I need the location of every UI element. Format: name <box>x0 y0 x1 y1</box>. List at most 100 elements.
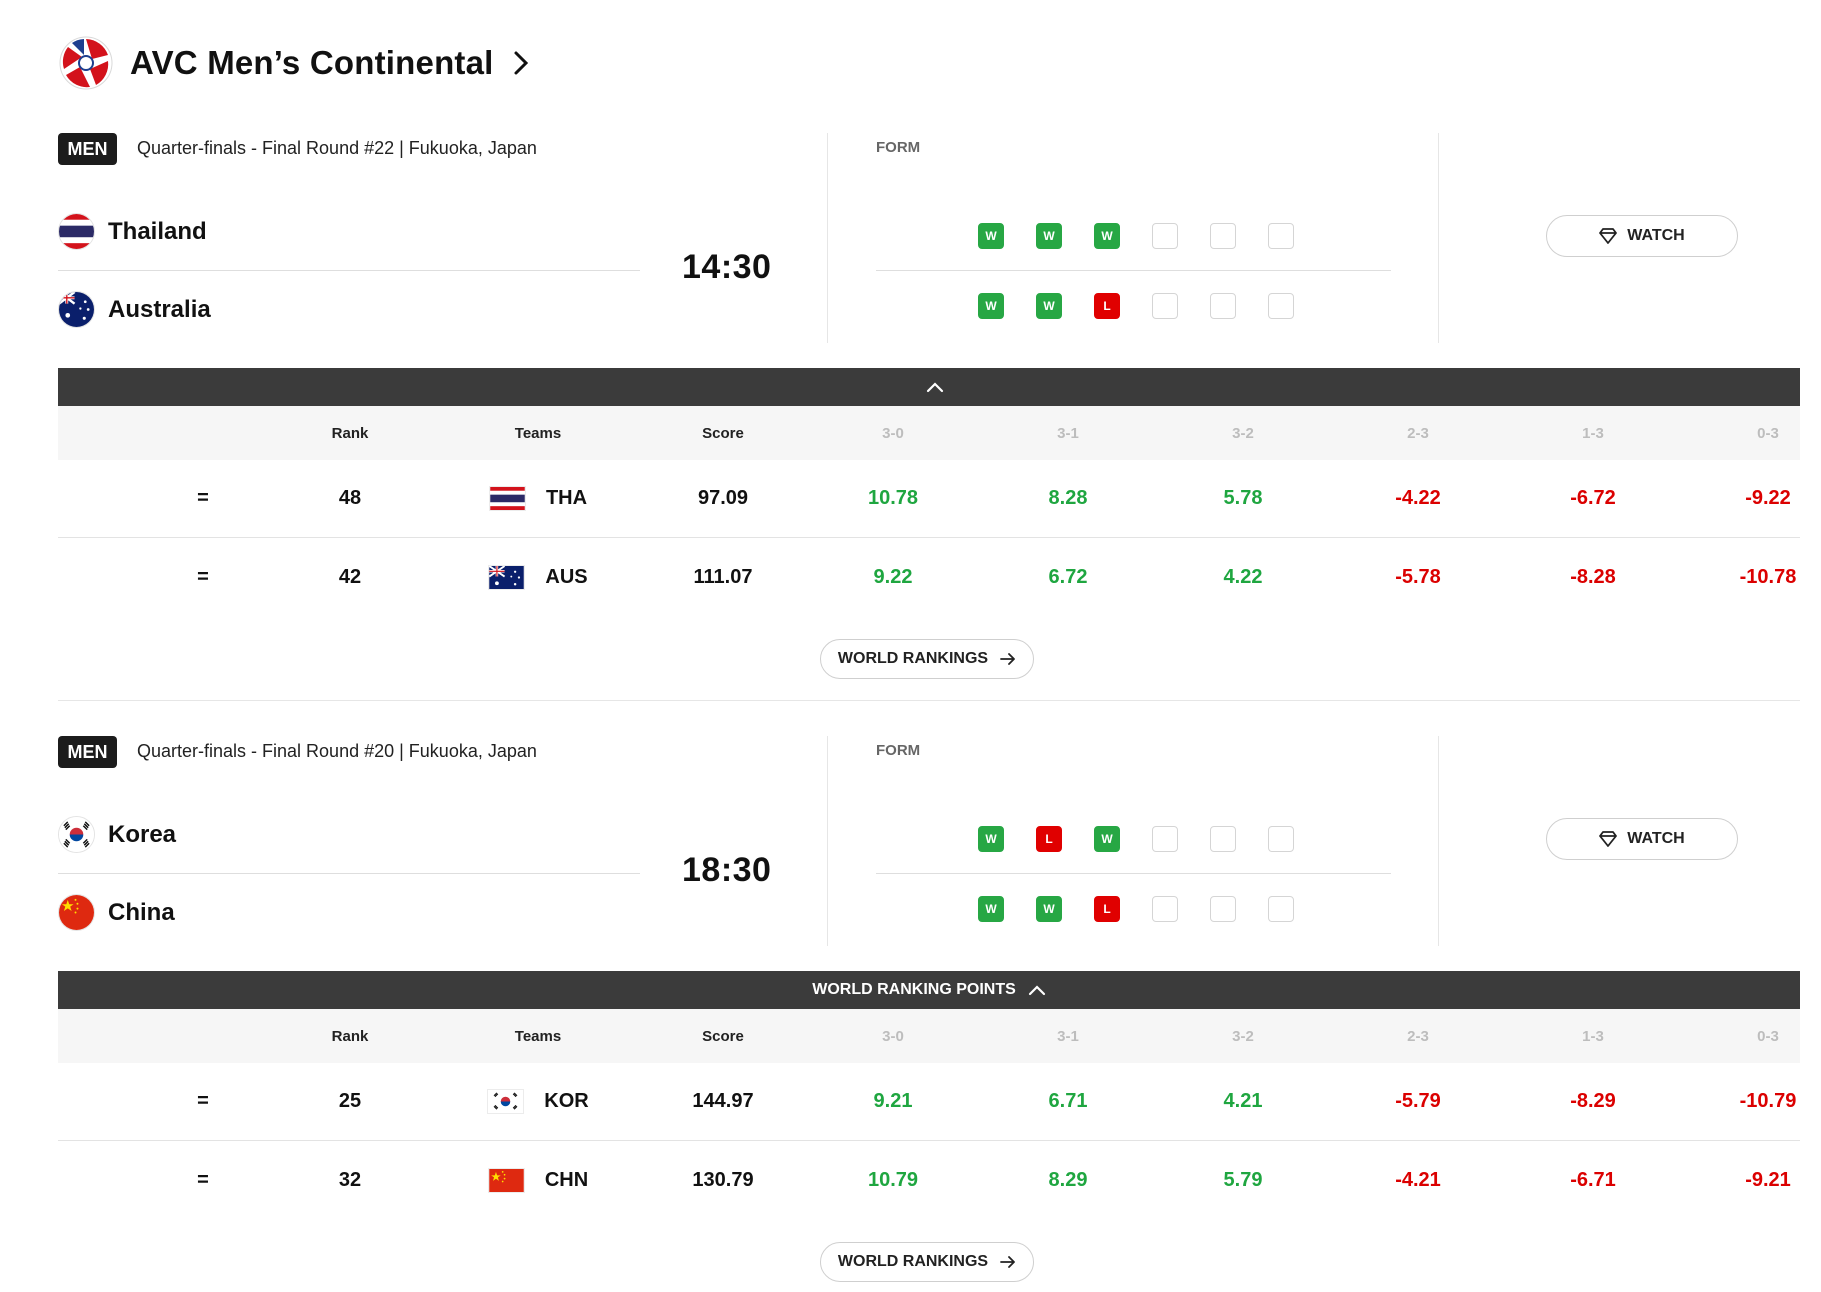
team-name: Thailand <box>108 217 207 245</box>
thailand-flag-icon <box>488 486 526 511</box>
rank-value: 25 <box>338 1090 362 1112</box>
divider <box>1438 736 1439 946</box>
form-row-away: W W L <box>978 293 1294 319</box>
form-result: W <box>1094 826 1120 852</box>
points-value: 4.21 <box>1223 1090 1263 1112</box>
table-header: Rank Teams Score 3-0 3-1 3-2 2-3 1-3 0-3 <box>58 1009 1800 1063</box>
team-code: KOR <box>544 1090 589 1112</box>
points-value: 8.28 <box>1048 487 1088 509</box>
divider <box>58 270 640 271</box>
watch-button[interactable]: WATCH <box>1546 818 1738 860</box>
world-rankings-button[interactable]: WORLD RANKINGS <box>820 639 1034 679</box>
match-round: Quarter-finals - Final Round #22 | Fukuo… <box>137 138 537 158</box>
col-result: 0-3 <box>1757 1027 1779 1045</box>
score-value: 111.07 <box>693 565 753 588</box>
competition-title: AVC Men’s Continental <box>130 44 494 81</box>
watch-button[interactable]: WATCH <box>1546 215 1738 257</box>
world-rankings-button[interactable]: WORLD RANKINGS <box>820 1242 1034 1282</box>
col-score: Score <box>702 1027 744 1045</box>
col-result: 2-3 <box>1407 1027 1429 1045</box>
points-value: -5.78 <box>1395 565 1441 588</box>
points-value: -9.21 <box>1745 1168 1791 1191</box>
score-value: 97.09 <box>697 487 749 509</box>
ranking-points-toggle[interactable]: WORLD RANKING POINTS <box>58 971 1800 1009</box>
col-result: 3-1 <box>1057 1027 1079 1045</box>
team-code: CHN <box>544 1168 589 1191</box>
table-row: = 48 THA 97.09 10.78 8.28 5.78 -4.22 -6.… <box>58 460 1800 538</box>
world-rankings-label: WORLD RANKINGS <box>837 650 989 667</box>
form-result: W <box>1036 223 1062 249</box>
points-value: 4.22 <box>1223 565 1263 588</box>
ranking-points-toggle[interactable] <box>58 368 1800 406</box>
trend-equal-icon: = <box>197 1090 209 1112</box>
points-value: -8.29 <box>1570 1090 1616 1112</box>
world-rankings-label: WORLD RANKINGS <box>837 1253 989 1270</box>
table-row: = 42 AUS 111.07 9.22 6.72 <box>58 538 1800 616</box>
form-result <box>1268 293 1294 319</box>
form-row-away: W W L <box>978 896 1294 922</box>
team-home[interactable]: Thailand <box>58 213 207 250</box>
divider <box>1438 133 1439 343</box>
form-result <box>1152 826 1178 852</box>
form-result <box>1210 293 1236 319</box>
col-result: 1-3 <box>1582 424 1604 442</box>
points-value: -10.78 <box>1739 565 1797 588</box>
trend-equal-icon: = <box>197 487 209 509</box>
points-value: -6.72 <box>1570 487 1616 509</box>
team-name: China <box>108 898 175 926</box>
team-home[interactable]: Korea <box>58 816 176 853</box>
points-value: -8.28 <box>1570 565 1616 588</box>
rank-value: 32 <box>338 1168 362 1191</box>
col-rank: Rank <box>331 424 369 442</box>
australia-flag-icon <box>488 564 526 590</box>
points-value: -4.21 <box>1395 1168 1441 1191</box>
points-value: 9.22 <box>873 565 913 588</box>
points-value: 8.29 <box>1048 1168 1088 1191</box>
points-value: 9.21 <box>873 1090 913 1112</box>
form-result: L <box>1094 293 1120 319</box>
divider <box>58 873 640 874</box>
form-result: L <box>1094 896 1120 922</box>
form-result: W <box>1036 896 1062 922</box>
team-away[interactable]: Australia <box>58 291 211 328</box>
chevron-right-icon <box>514 51 528 75</box>
divider <box>876 270 1391 271</box>
avc-logo-icon <box>59 36 113 90</box>
competition-header[interactable]: AVC Men’s Continental <box>58 34 530 92</box>
match-separator <box>58 700 1800 701</box>
score-value: 144.97 <box>692 1090 754 1112</box>
form-result: W <box>978 896 1004 922</box>
team-away[interactable]: China <box>58 894 175 931</box>
watch-label: WATCH <box>1627 227 1685 244</box>
chevron-up-icon <box>1028 985 1045 996</box>
rank-value: 48 <box>338 487 362 509</box>
form-result <box>1152 223 1178 249</box>
form-result <box>1152 896 1178 922</box>
form-result: W <box>978 826 1004 852</box>
korea-flag-icon <box>58 816 95 853</box>
form-label: FORM <box>876 139 921 156</box>
form-row-home: W L W <box>978 826 1294 852</box>
table-row: = 32 CHN 130.79 10.79 8.29 5.79 -4.21 -6… <box>58 1141 1800 1219</box>
match-time: 18:30 <box>682 851 772 889</box>
team-name: Australia <box>108 295 211 323</box>
points-value: 5.79 <box>1223 1168 1263 1191</box>
category-badge: MEN <box>58 736 117 768</box>
ranking-table: Rank Teams Score 3-0 3-1 3-2 2-3 1-3 0-3… <box>58 1009 1800 1219</box>
trend-equal-icon: = <box>197 565 209 588</box>
col-result: 3-2 <box>1232 1027 1254 1045</box>
table-row: = 25 KOR 144.97 9.21 6.71 <box>58 1063 1800 1141</box>
korea-flag-icon <box>487 1089 525 1114</box>
form-result <box>1152 293 1178 319</box>
team-cell: AUS <box>438 538 638 616</box>
col-teams: Teams <box>514 1027 562 1045</box>
trend-equal-icon: = <box>197 1168 209 1191</box>
points-value: -9.22 <box>1745 487 1791 509</box>
china-flag-icon <box>487 1167 525 1193</box>
form-result <box>1210 223 1236 249</box>
match-time: 14:30 <box>682 248 772 286</box>
points-value: 10.79 <box>867 1168 919 1191</box>
form-result: W <box>1094 223 1120 249</box>
team-cell: KOR <box>438 1063 638 1140</box>
col-result: 2-3 <box>1407 424 1429 442</box>
